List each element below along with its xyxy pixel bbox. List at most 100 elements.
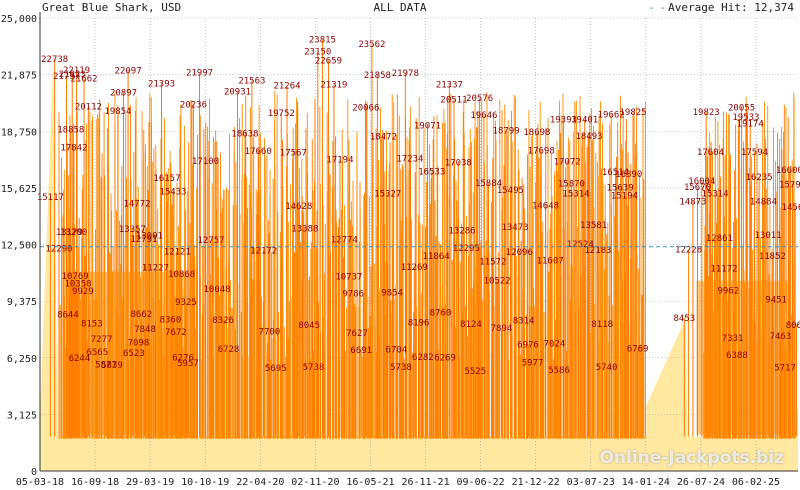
x-tick-label: 06-02-25 xyxy=(732,477,780,488)
hit-value-label: 9451 xyxy=(765,296,787,306)
hit-value-label: 16004 xyxy=(688,177,715,187)
x-tick-label: 16-05-21 xyxy=(346,477,394,488)
hit-value-label: 21858 xyxy=(364,71,391,81)
hit-value-label: 9929 xyxy=(72,287,94,297)
hit-value-label: 14873 xyxy=(679,198,706,208)
hit-value-label: 18472 xyxy=(370,132,397,142)
hit-value-label: 21264 xyxy=(273,82,300,92)
hit-value-label: 14884 xyxy=(750,197,777,207)
hit-value-label: 8124 xyxy=(460,320,482,330)
hit-value-label: 8314 xyxy=(513,316,535,326)
x-tick-label: 26-07-24 xyxy=(677,477,725,488)
hit-value-label: 6565 xyxy=(86,348,108,358)
hit-value-label: 13357 xyxy=(119,225,146,235)
hit-value-label: 12774 xyxy=(331,236,358,246)
hit-value-label: 9325 xyxy=(175,298,197,308)
hit-value-label: 20897 xyxy=(110,88,137,98)
hit-value-label: 22659 xyxy=(315,56,342,66)
chart-title: Great Blue Shark, USD xyxy=(42,1,182,14)
hit-value-label: 12172 xyxy=(250,246,277,256)
hit-value-label: 10048 xyxy=(204,285,231,295)
hit-value-label: 22119 xyxy=(63,66,90,76)
hit-value-label: 6276 xyxy=(172,353,194,363)
hit-value-label: 13286 xyxy=(448,226,475,236)
hit-value-label: 21997 xyxy=(186,68,213,78)
hit-value-label: 21923 xyxy=(59,70,86,80)
hit-value-label: 6282 xyxy=(412,353,434,363)
x-tick-label: 03-07-23 xyxy=(567,477,615,488)
hit-value-label: 6728 xyxy=(218,345,240,355)
hit-value-label: 16157 xyxy=(153,174,180,184)
x-tick-label: 16-09-18 xyxy=(71,477,119,488)
hit-value-label: 10358 xyxy=(64,279,91,289)
hit-value-label: 21563 xyxy=(238,76,265,86)
hit-value-label: 5957 xyxy=(177,359,199,369)
hit-value-label: 21662 xyxy=(70,74,97,84)
hit-value-label: 15495 xyxy=(497,186,524,196)
hit-value-label: 15870 xyxy=(558,179,585,189)
hit-value-label: 6976 xyxy=(517,341,539,351)
hit-value-label: 8196 xyxy=(408,318,430,328)
y-tick-label: 0 xyxy=(31,467,37,478)
hit-value-label: 5695 xyxy=(265,364,287,374)
hit-value-label: 6769 xyxy=(627,344,649,354)
hit-value-label: 15327 xyxy=(374,189,401,199)
hit-value-label: 15670 xyxy=(684,183,711,193)
x-tick-label: 05-03-18 xyxy=(16,477,64,488)
hit-value-label: 13001 xyxy=(136,231,163,241)
hit-value-label: 18638 xyxy=(231,129,258,139)
x-tick-label: 26-11-21 xyxy=(401,477,449,488)
hit-value-label: 19854 xyxy=(104,107,131,117)
y-tick-label: 6,250 xyxy=(7,354,37,365)
y-tick-label: 21,875 xyxy=(1,71,37,82)
hit-value-label: 12121 xyxy=(164,247,191,257)
hit-value-label: 20066 xyxy=(352,103,379,113)
hit-value-label: 19646 xyxy=(470,111,497,121)
hit-value-label: 23562 xyxy=(358,40,385,50)
hit-value-label: 17842 xyxy=(60,144,87,154)
hit-value-label: 14648 xyxy=(532,202,559,212)
hit-value-label: 19662 xyxy=(598,111,625,121)
hit-value-label: 17604 xyxy=(697,148,724,158)
y-tick-label: 15,625 xyxy=(1,184,37,195)
hit-value-label: 5525 xyxy=(464,367,486,377)
hit-value-label: 5738 xyxy=(303,363,325,373)
hit-value-label: 22738 xyxy=(41,55,68,65)
hit-value-label: 9962 xyxy=(717,286,739,296)
hit-value-label: 19393 xyxy=(550,116,577,126)
hit-value-label: 12524 xyxy=(567,240,594,250)
x-tick-label: 21-12-22 xyxy=(512,477,560,488)
hit-value-label: 8118 xyxy=(591,320,613,330)
hit-value-label: 19752 xyxy=(268,109,295,119)
hit-value-label: 21797 xyxy=(53,72,80,82)
hit-value-label: 9854 xyxy=(381,288,403,298)
hit-value-label: 7700 xyxy=(259,327,281,337)
y-tick-label: 18,750 xyxy=(1,127,37,138)
hit-value-label: 6388 xyxy=(726,351,748,361)
hit-value-label: 7331 xyxy=(722,334,744,344)
hit-value-label: 13179 xyxy=(56,228,83,238)
hit-value-label: 21337 xyxy=(436,80,463,90)
hit-value-label: 11172 xyxy=(710,265,737,275)
hit-value-label: 18799 xyxy=(493,126,520,136)
hit-value-label: 21393 xyxy=(148,79,175,89)
hit-value-label: 15639 xyxy=(607,184,634,194)
hit-value-label: 15433 xyxy=(159,187,186,197)
hit-value-label: 7672 xyxy=(165,328,187,338)
hit-value-label: 17698 xyxy=(528,146,555,156)
hit-value-label: 6704 xyxy=(386,346,408,356)
dense-band xyxy=(65,271,188,435)
hit-value-label: 14772 xyxy=(123,199,150,209)
hit-value-label: 7024 xyxy=(544,340,566,350)
hit-value-label: 8069 xyxy=(786,321,800,331)
hit-value-label: 8453 xyxy=(673,314,695,324)
hit-value-label: 11607 xyxy=(537,257,564,267)
hit-value-label: 11269 xyxy=(401,263,428,273)
hit-value-label: 5977 xyxy=(522,359,544,369)
average-legend: - - Average Hit: 12,374 xyxy=(648,1,794,14)
hit-value-label: 13473 xyxy=(501,223,528,233)
hit-value-label: 20931 xyxy=(224,88,251,98)
hit-value-label: 18858 xyxy=(57,125,84,135)
hit-value-label: 5877 xyxy=(95,361,117,371)
